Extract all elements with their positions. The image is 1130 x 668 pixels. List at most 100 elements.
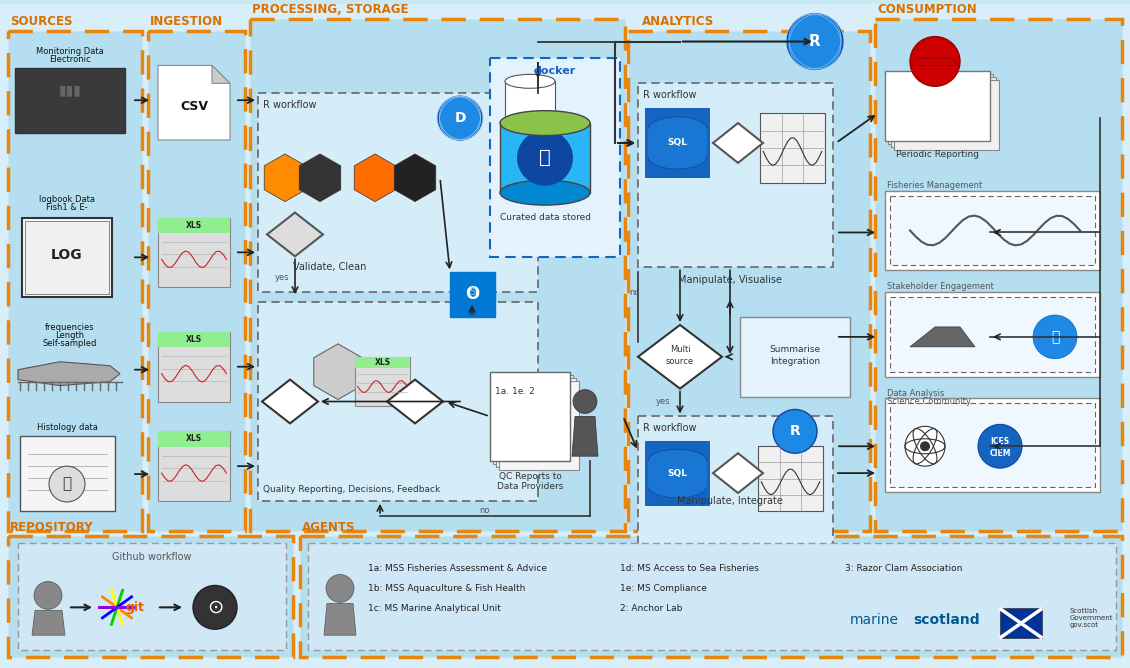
Text: INGESTION: INGESTION [150,15,223,27]
Bar [888,74,993,144]
Bar [18,542,286,650]
Bar [885,292,1099,377]
Text: Monitoring Data: Monitoring Data [36,47,104,56]
Polygon shape [638,325,722,389]
Polygon shape [386,379,443,424]
Text: Github workflow: Github workflow [112,552,192,562]
Bar [890,297,1095,371]
Text: git: git [125,601,145,614]
Bar [20,436,115,511]
Circle shape [518,130,573,186]
FancyBboxPatch shape [299,536,1122,657]
Circle shape [773,409,817,453]
Text: SQL: SQL [668,138,687,148]
Text: LOG: LOG [51,248,82,263]
Circle shape [34,581,62,609]
Text: Length: Length [55,331,85,341]
Polygon shape [212,65,231,84]
Text: REPOSITORY: REPOSITORY [10,521,94,534]
Text: 🐘: 🐘 [539,148,551,168]
Text: ▮▮▮: ▮▮▮ [59,84,81,98]
Text: R workflow: R workflow [643,424,696,434]
Text: 1a: MSS Fisheries Assessment & Advice: 1a: MSS Fisheries Assessment & Advice [368,564,547,573]
Text: 1c: MS Marine Analytical Unit: 1c: MS Marine Analytical Unit [368,604,501,613]
Text: Summarise: Summarise [770,345,820,354]
Bar [885,71,990,141]
Circle shape [905,426,945,466]
Text: Manipulate, Visualise: Manipulate, Visualise [678,275,782,285]
Bar [355,357,410,367]
Text: Fisheries Management: Fisheries Management [887,181,982,190]
Ellipse shape [649,117,706,141]
Text: logbook Data: logbook Data [40,195,95,204]
Text: Integration: Integration [770,357,820,366]
Bar [158,332,231,401]
Text: PROCESSING, STORAGE: PROCESSING, STORAGE [252,3,409,15]
Polygon shape [713,123,763,163]
Bar [890,196,1095,265]
Bar [885,190,1099,271]
Text: Scottish
Government
gov.scot: Scottish Government gov.scot [1070,609,1113,629]
Bar [258,94,538,292]
Polygon shape [572,416,598,456]
Text: scotland: scotland [913,613,980,627]
Bar [158,432,231,447]
Text: 2: Anchor Lab: 2: Anchor Lab [620,604,683,613]
Text: Periodic Reporting: Periodic Reporting [895,150,979,160]
Text: ⊙: ⊙ [207,598,224,617]
Text: Histology data: Histology data [36,423,97,432]
Text: Self-sampled: Self-sampled [43,339,97,348]
FancyBboxPatch shape [1000,609,1042,638]
Text: Quality Reporting, Decisions, Feedback: Quality Reporting, Decisions, Feedback [263,484,441,494]
Ellipse shape [505,114,555,128]
Ellipse shape [499,111,590,136]
Text: CIEM: CIEM [989,449,1010,458]
Text: 1a. 1e. 2: 1a. 1e. 2 [495,387,534,396]
Ellipse shape [649,475,706,498]
Polygon shape [262,379,318,424]
Circle shape [977,424,1022,468]
Text: marine: marine [850,613,899,627]
Text: Stakeholder Engagement: Stakeholder Engagement [887,282,994,291]
Text: AGENTS: AGENTS [302,521,356,534]
Polygon shape [910,59,960,65]
Bar [649,129,706,157]
FancyBboxPatch shape [148,31,245,531]
Text: 🔬: 🔬 [62,476,71,492]
Bar [21,218,112,297]
Bar [740,317,850,397]
Text: Multi: Multi [670,345,690,354]
Ellipse shape [499,180,590,205]
Text: ⬡: ⬡ [927,52,944,71]
Bar [25,220,108,294]
FancyBboxPatch shape [8,536,293,657]
Text: yes: yes [275,273,289,282]
Text: yes: yes [655,397,670,406]
Circle shape [438,96,483,140]
Circle shape [1033,315,1077,359]
Text: SQL: SQL [668,469,687,478]
Text: Fish1 & E-: Fish1 & E- [46,203,88,212]
Text: Curated data stored: Curated data stored [499,213,591,222]
Bar [499,381,579,470]
Text: Validate, Clean: Validate, Clean [294,263,367,273]
Text: XLS: XLS [186,220,202,230]
Text: Electronic: Electronic [50,55,90,64]
Text: XLS: XLS [186,335,202,344]
Circle shape [920,442,930,451]
Bar [638,84,833,267]
Bar [890,403,1095,487]
FancyBboxPatch shape [628,31,870,531]
Bar [493,375,573,464]
Circle shape [49,466,85,502]
Polygon shape [18,362,120,385]
FancyBboxPatch shape [8,31,142,531]
Bar [645,442,710,506]
Text: 1d: MS Access to Sea Fisheries: 1d: MS Access to Sea Fisheries [620,564,759,573]
Text: Data Providers: Data Providers [497,482,563,490]
Text: O: O [464,285,479,303]
Circle shape [193,585,237,629]
Text: Data Analysis: Data Analysis [887,389,945,397]
Circle shape [910,37,960,86]
Text: XLS: XLS [374,358,391,367]
